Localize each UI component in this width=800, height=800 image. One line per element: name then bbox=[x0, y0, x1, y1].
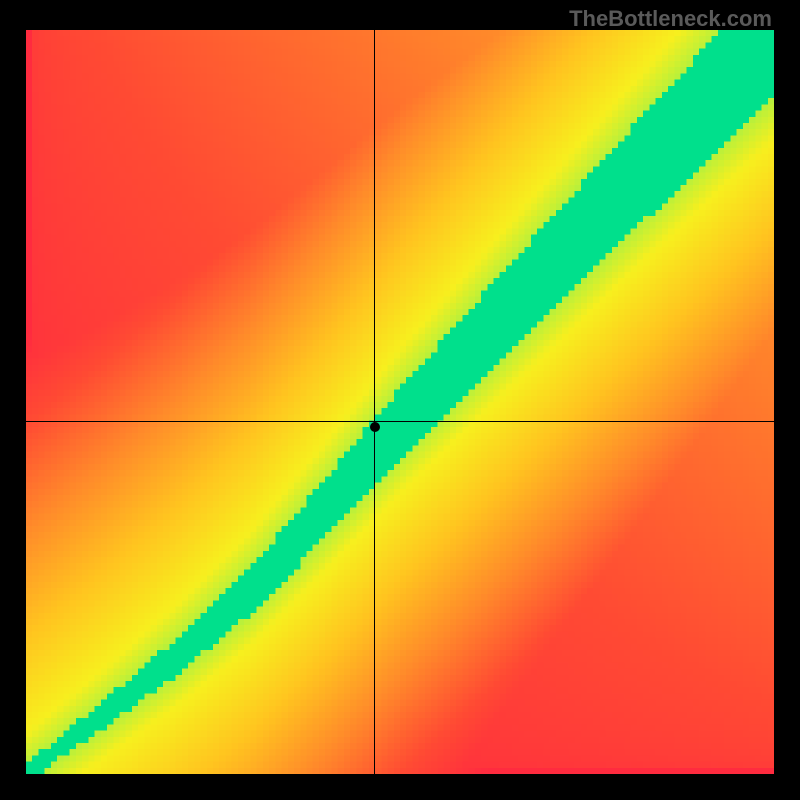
chart-container: TheBottleneck.com bbox=[0, 0, 800, 800]
heatmap-canvas bbox=[26, 30, 774, 774]
marker-dot bbox=[370, 422, 380, 432]
watermark-text: TheBottleneck.com bbox=[569, 6, 772, 32]
crosshair-horizontal bbox=[26, 421, 774, 422]
crosshair-vertical bbox=[374, 30, 375, 774]
heatmap-plot bbox=[26, 30, 774, 774]
